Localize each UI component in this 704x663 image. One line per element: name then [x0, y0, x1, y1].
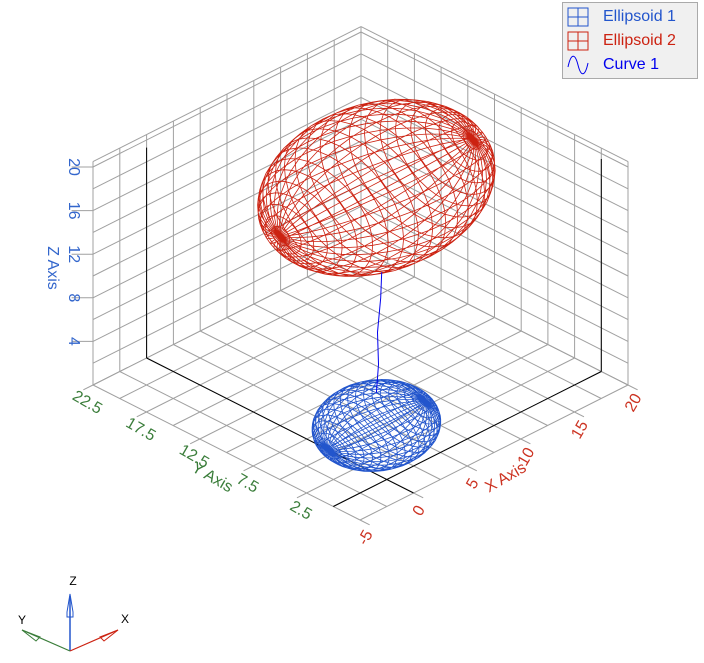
x-tick [520, 438, 531, 445]
grid-line [92, 96, 362, 233]
grid-line [92, 31, 362, 168]
x-tick-label: 20 [622, 391, 646, 415]
grid-line [279, 344, 549, 480]
triad-x-arrow-icon [99, 629, 119, 642]
ellipsoid-2-wireframe[interactable] [257, 98, 496, 277]
grid-line [359, 384, 629, 521]
grid-line [92, 53, 362, 190]
grid-line [360, 118, 629, 255]
grid-line [226, 317, 495, 453]
grid-line [92, 249, 362, 386]
triad-y-arrow-icon [21, 629, 41, 642]
z-axis-title: Z Axis [44, 246, 61, 290]
grid-line [252, 330, 522, 467]
x-tick [466, 465, 478, 472]
x-tick [359, 519, 370, 526]
triad-x-label: X [121, 612, 129, 626]
grid-line [360, 162, 629, 299]
z-tick-label: 8 [65, 293, 82, 302]
y-tick [296, 492, 307, 499]
grid-icon [567, 31, 589, 51]
box-edge [360, 26, 629, 162]
grid-line [119, 263, 388, 399]
legend: Ellipsoid 1 Ellipsoid 2 Curve 1 [562, 2, 698, 79]
grid-line [360, 31, 629, 168]
y-tick [189, 438, 201, 445]
curve-1-line[interactable] [375, 272, 383, 393]
z-tick-label: 4 [65, 337, 82, 346]
legend-label: Ellipsoid 1 [603, 8, 676, 25]
grid-line [92, 75, 362, 212]
grid-line [199, 303, 469, 440]
triad-z-arrow-icon [66, 593, 74, 618]
x-tick-label: -5 [355, 527, 377, 548]
x-tick-label: 0 [410, 503, 429, 519]
y-tick-label: 17.5 [123, 415, 159, 445]
ellipsoid-1-wireframe[interactable] [311, 378, 442, 472]
y-axis-title: Y Axis [189, 459, 236, 496]
x-tick-label: 15 [568, 418, 592, 442]
grid-line [360, 227, 629, 364]
x-tick-label: 10 [515, 445, 539, 469]
grid-line [360, 53, 629, 190]
y-tick [83, 384, 94, 391]
legend-label: Curve 1 [603, 56, 660, 73]
grid-line [92, 184, 362, 321]
grid-line [92, 118, 362, 255]
y-tick [243, 465, 254, 472]
triad-z-label: Z [69, 574, 76, 588]
grid-line [172, 290, 442, 426]
z-tick-label: 12 [65, 245, 82, 263]
z-tick-label: 20 [65, 158, 82, 176]
legend-item-ellipsoid-1[interactable]: Ellipsoid 1 [567, 6, 676, 28]
x-tick-label: 5 [463, 476, 482, 492]
legend-item-curve-1[interactable]: Curve 1 [567, 54, 659, 76]
grid-line [92, 205, 362, 342]
triad-y-label: Y [18, 613, 26, 627]
y-tick-label: 7.5 [233, 471, 261, 497]
y-tick [136, 411, 147, 418]
x-tick [627, 384, 638, 391]
grid-line [92, 162, 362, 299]
z-tick-label: 16 [65, 202, 82, 220]
x-tick [413, 492, 424, 499]
legend-item-ellipsoid-2[interactable]: Ellipsoid 2 [567, 30, 676, 52]
grid-line [146, 276, 415, 413]
sine-wave-icon [567, 55, 589, 75]
grid-line [360, 249, 629, 386]
grid-icon [567, 7, 589, 27]
grid-line [360, 75, 629, 212]
grid-line [360, 205, 629, 342]
grid-line [92, 140, 362, 277]
y-tick-label: 2.5 [287, 498, 315, 524]
x-origin-line [333, 371, 602, 507]
box-edge [92, 26, 362, 162]
y-tick-label: 22.5 [69, 388, 105, 418]
x-axis-title: X Axis [482, 459, 529, 496]
legend-label: Ellipsoid 2 [603, 32, 676, 49]
x-tick [574, 411, 585, 418]
